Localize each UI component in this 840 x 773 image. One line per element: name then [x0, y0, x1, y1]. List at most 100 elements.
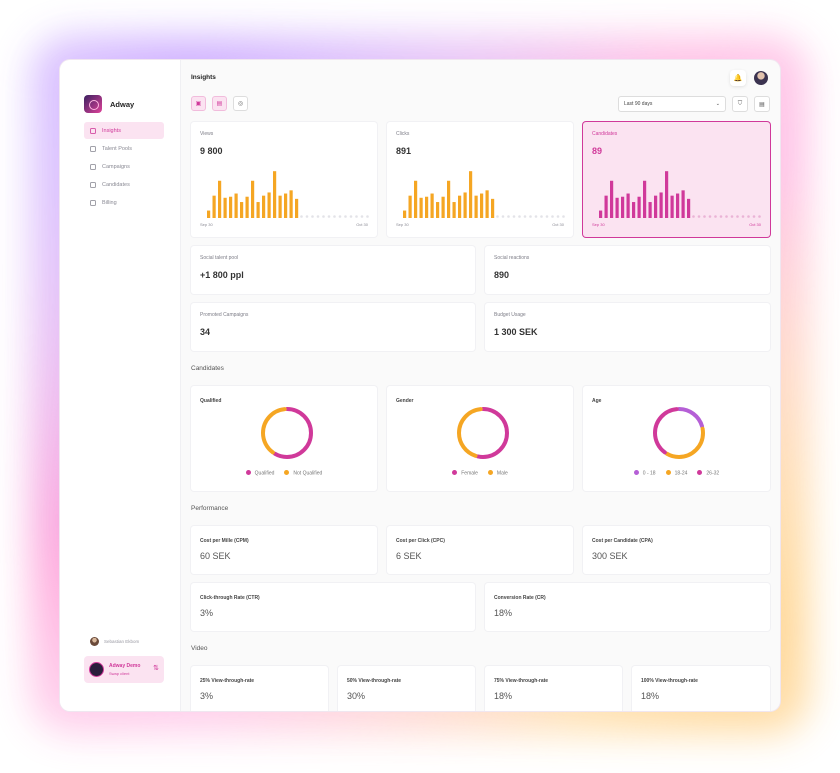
- client-logo: [89, 662, 104, 677]
- sidebar-nav: Insights Talent Pools Campaigns Candidat…: [84, 122, 164, 212]
- sidebar-item-billing[interactable]: Billing: [84, 194, 164, 211]
- stat-label: Social talent pool: [200, 255, 239, 261]
- chart-bar: [665, 171, 669, 218]
- empty-day-marker: [316, 215, 320, 218]
- sidebar-item-candidates[interactable]: Candidates: [84, 176, 164, 193]
- metric-label: 50% View-through-rate: [347, 678, 402, 684]
- client-switcher[interactable]: Adway Demo Swap client ⇅: [84, 656, 164, 683]
- views-bar-chart: [207, 171, 369, 218]
- user-profile[interactable]: Sebastian Ekbom: [90, 637, 139, 646]
- adway-logo: [84, 95, 102, 113]
- empty-day-marker: [529, 215, 532, 218]
- stat-value: 890: [494, 270, 510, 280]
- document-icon: ▤: [759, 101, 765, 108]
- views-card[interactable]: Views 9 800 Sep 30 Oct 30: [191, 122, 377, 237]
- empty-day-marker: [556, 215, 560, 218]
- chart-bar: [436, 202, 440, 218]
- filter-button[interactable]: ⛉: [732, 96, 748, 112]
- legend-item: 26-32: [697, 470, 719, 477]
- legend-item: Qualified: [245, 470, 274, 477]
- chart-bar: [474, 195, 478, 218]
- app-window: Adway Insights Talent Pools Campaigns Ca…: [60, 60, 780, 711]
- cpm-card: Cost per Mille (CPM) 60 SEK: [191, 526, 377, 574]
- card-value: 9 800: [200, 146, 223, 156]
- notification-bell-icon[interactable]: 🔔: [730, 70, 746, 86]
- stat-label: Promoted Campaigns: [200, 312, 249, 318]
- filter-icon: ⛉: [737, 100, 743, 107]
- cpa-card: Cost per Candidate (CPA) 300 SEK: [583, 526, 770, 574]
- chart-bar: [480, 193, 484, 218]
- chart-bar: [289, 190, 293, 218]
- page-title: Insights: [191, 74, 216, 81]
- talent-pools-icon: [90, 145, 96, 152]
- sidebar-item-label: Campaigns: [102, 163, 130, 170]
- date-range-select[interactable]: Last 90 days ⌄: [618, 96, 726, 112]
- card-label: Views: [200, 131, 214, 137]
- candidates-bar-chart: [599, 171, 761, 218]
- billing-icon: [90, 199, 96, 206]
- vtr-100-card: 100% View-through-rate 18%: [632, 666, 770, 711]
- clicks-card[interactable]: Clicks 891 Sep 30 Oct 30: [387, 122, 573, 237]
- chart-bar: [223, 197, 227, 218]
- stat-value: +1 800 ppl: [200, 270, 244, 280]
- cpc-card: Cost per Click (CPC) 6 SEK: [387, 526, 573, 574]
- stat-value: 1 300 SEK: [494, 327, 538, 337]
- chart-bar: [284, 193, 288, 218]
- chart-bar: [632, 202, 636, 218]
- metric-value: 30%: [347, 691, 366, 701]
- chart-bar: [273, 171, 277, 218]
- age-donut-card: Age 0 - 18 18-24 26-32: [583, 386, 770, 491]
- empty-day-marker: [545, 215, 549, 218]
- empty-day-marker: [741, 215, 745, 218]
- chart-bar: [447, 180, 451, 218]
- chart-end-date: Oct 30: [749, 222, 761, 227]
- donut-title: Gender: [396, 398, 414, 404]
- stat-value: 34: [200, 327, 211, 337]
- empty-day-marker: [300, 215, 303, 218]
- metric-value: 300 SEK: [592, 551, 628, 561]
- chart-view-button[interactable]: ▣: [191, 96, 206, 111]
- chart-bar: [295, 198, 299, 218]
- empty-day-marker: [327, 215, 331, 218]
- chart-bar: [245, 196, 249, 218]
- avatar[interactable]: [754, 71, 768, 85]
- card-value: 89: [592, 146, 603, 156]
- chart-bar: [621, 196, 625, 218]
- sidebar-item-talent-pools[interactable]: Talent Pools: [84, 140, 164, 157]
- metric-value: 3%: [200, 608, 214, 618]
- user-name: Sebastian Ekbom: [104, 639, 140, 644]
- swap-arrows-icon[interactable]: ⇅: [153, 665, 159, 672]
- empty-day-marker: [534, 215, 538, 218]
- legend-item: 0 - 18: [633, 470, 656, 477]
- chart-bar: [643, 180, 647, 218]
- client-name: Adway Demo: [109, 663, 141, 669]
- clicks-bar-chart: [403, 171, 565, 218]
- empty-day-marker: [730, 215, 734, 218]
- donut-segment: [261, 407, 313, 459]
- metric-label: Click-through Rate (CTR): [200, 595, 260, 601]
- grid-view-button[interactable]: ▤: [212, 96, 227, 111]
- budget-usage-card: Budget Usage 1 300 SEK: [485, 303, 770, 351]
- swap-client-link[interactable]: Swap client: [109, 671, 130, 676]
- chart-bar: [610, 180, 614, 218]
- vtr-75-card: 75% View-through-rate 18%: [485, 666, 622, 711]
- empty-day-marker: [501, 215, 505, 218]
- sidebar-item-campaigns[interactable]: Campaigns: [84, 158, 164, 175]
- sidebar-item-insights[interactable]: Insights: [84, 122, 164, 139]
- chart-bar: [659, 192, 663, 218]
- chart-bar: [419, 197, 423, 218]
- chart-bar: [207, 210, 211, 218]
- chart-bar: [469, 171, 473, 218]
- sidebar-item-label: Talent Pools: [102, 145, 132, 152]
- video-section-title: Video: [191, 645, 208, 652]
- chart-end-date: Oct 30: [552, 222, 564, 227]
- candidates-card[interactable]: Candidates 89 Sep 30 Oct 30: [583, 122, 770, 237]
- brand: Adway: [84, 95, 134, 113]
- chart-bar: [648, 202, 652, 218]
- export-button[interactable]: ▤: [754, 96, 770, 112]
- target-view-button[interactable]: ◎: [233, 96, 248, 111]
- empty-day-marker: [562, 215, 565, 218]
- chevron-down-icon: ⌄: [715, 101, 720, 107]
- metric-label: Cost per Mille (CPM): [200, 538, 249, 544]
- performance-section-title: Performance: [191, 505, 229, 512]
